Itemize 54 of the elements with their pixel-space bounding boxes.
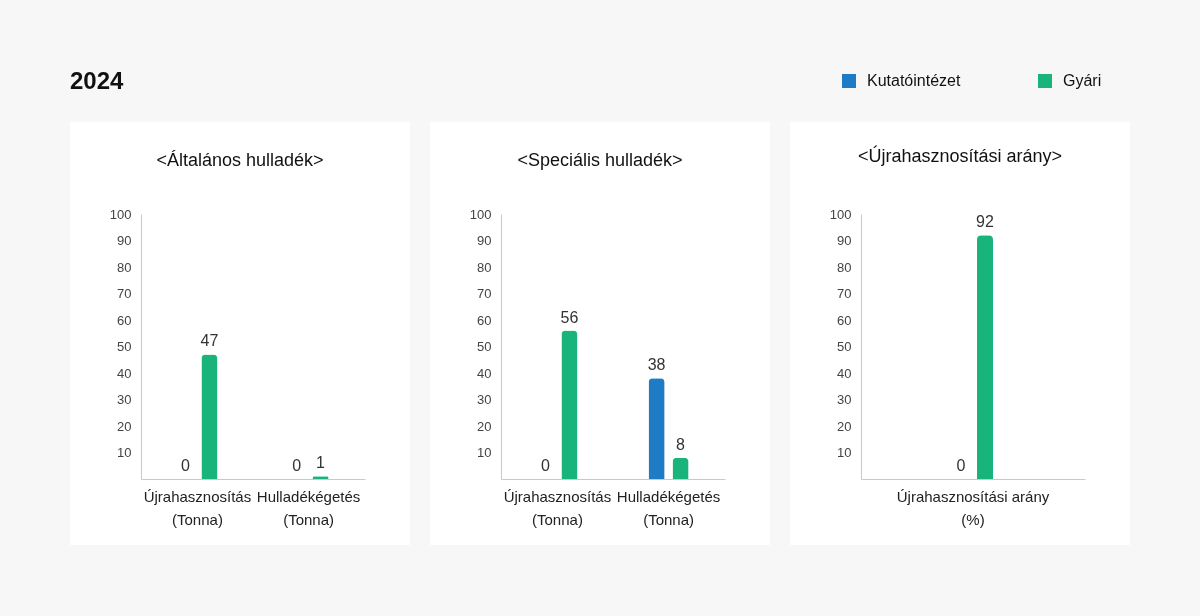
x-tick-label: Újrahasznosítási arány (%) (896, 487, 1050, 528)
y-tick-label: 60 (477, 312, 492, 328)
x-tick-label: Hulladékégetés (Tonna) (616, 487, 721, 528)
y-tick-label: 30 (837, 392, 852, 407)
bar (561, 330, 578, 479)
y-tick-label: 20 (477, 418, 492, 434)
legend-label: Kutatóintézet (867, 72, 961, 89)
y-tick-label: 90 (117, 233, 132, 248)
bar (672, 457, 689, 479)
y-tick-label: 70 (837, 286, 852, 301)
bar (648, 378, 665, 479)
y-tick-label: 50 (837, 339, 852, 354)
data-label: 1 (316, 454, 326, 472)
y-tick-label: 30 (477, 392, 492, 407)
y-tick-label: 80 (477, 259, 492, 275)
legend-label: Gyári (1063, 72, 1102, 89)
y-tick-label: 20 (117, 418, 132, 434)
y-tick-label: 10 (837, 445, 852, 460)
y-tick-label: 50 (117, 339, 132, 354)
data-label: 0 (956, 457, 966, 474)
text: 2024 (70, 66, 124, 96)
chart-title: <Újrahasznosítási arány> (857, 145, 1063, 166)
data-label: 8 (676, 435, 686, 453)
y-tick-label: 10 (477, 445, 492, 460)
y-tick-label: 100 (109, 206, 132, 222)
y-tick-label: 80 (117, 259, 132, 275)
data-label: 0 (541, 457, 551, 474)
y-tick-label: 90 (477, 233, 492, 248)
chart-title: <Speciális hulladék> (517, 150, 683, 170)
y-tick-label: 60 (117, 312, 132, 328)
x-tick-label: Újrahasznosítás (Tonna) (503, 487, 612, 528)
x-tick-label: Hulladékégetés (Tonna) (256, 487, 361, 528)
data-label: 92 (976, 213, 994, 231)
y-tick-label: 70 (477, 286, 492, 301)
y-tick-label: 10 (117, 445, 132, 460)
data-label: 38 (647, 356, 666, 374)
y-tick-label: 20 (837, 418, 852, 434)
y-tick-label: 50 (477, 339, 492, 354)
y-tick-label: 80 (837, 259, 852, 275)
y-tick-label: 70 (117, 286, 132, 301)
y-tick-label: 40 (117, 365, 132, 381)
x-tick-label: Újrahasznosítás (Tonna) (143, 487, 252, 528)
y-tick-label: 100 (829, 206, 852, 222)
y-tick-label: 40 (837, 365, 852, 381)
y-tick-label: 100 (469, 206, 492, 222)
y-tick-label: 30 (117, 392, 132, 407)
data-label: 0 (292, 457, 302, 474)
data-label: 56 (560, 308, 579, 326)
chart-title: <Általános hulladék> (156, 150, 324, 170)
data-label: 0 (181, 457, 191, 474)
y-tick-label: 40 (477, 365, 492, 381)
y-tick-label: 60 (837, 312, 852, 328)
y-tick-label: 90 (837, 233, 852, 248)
data-label: 47 (200, 332, 219, 350)
